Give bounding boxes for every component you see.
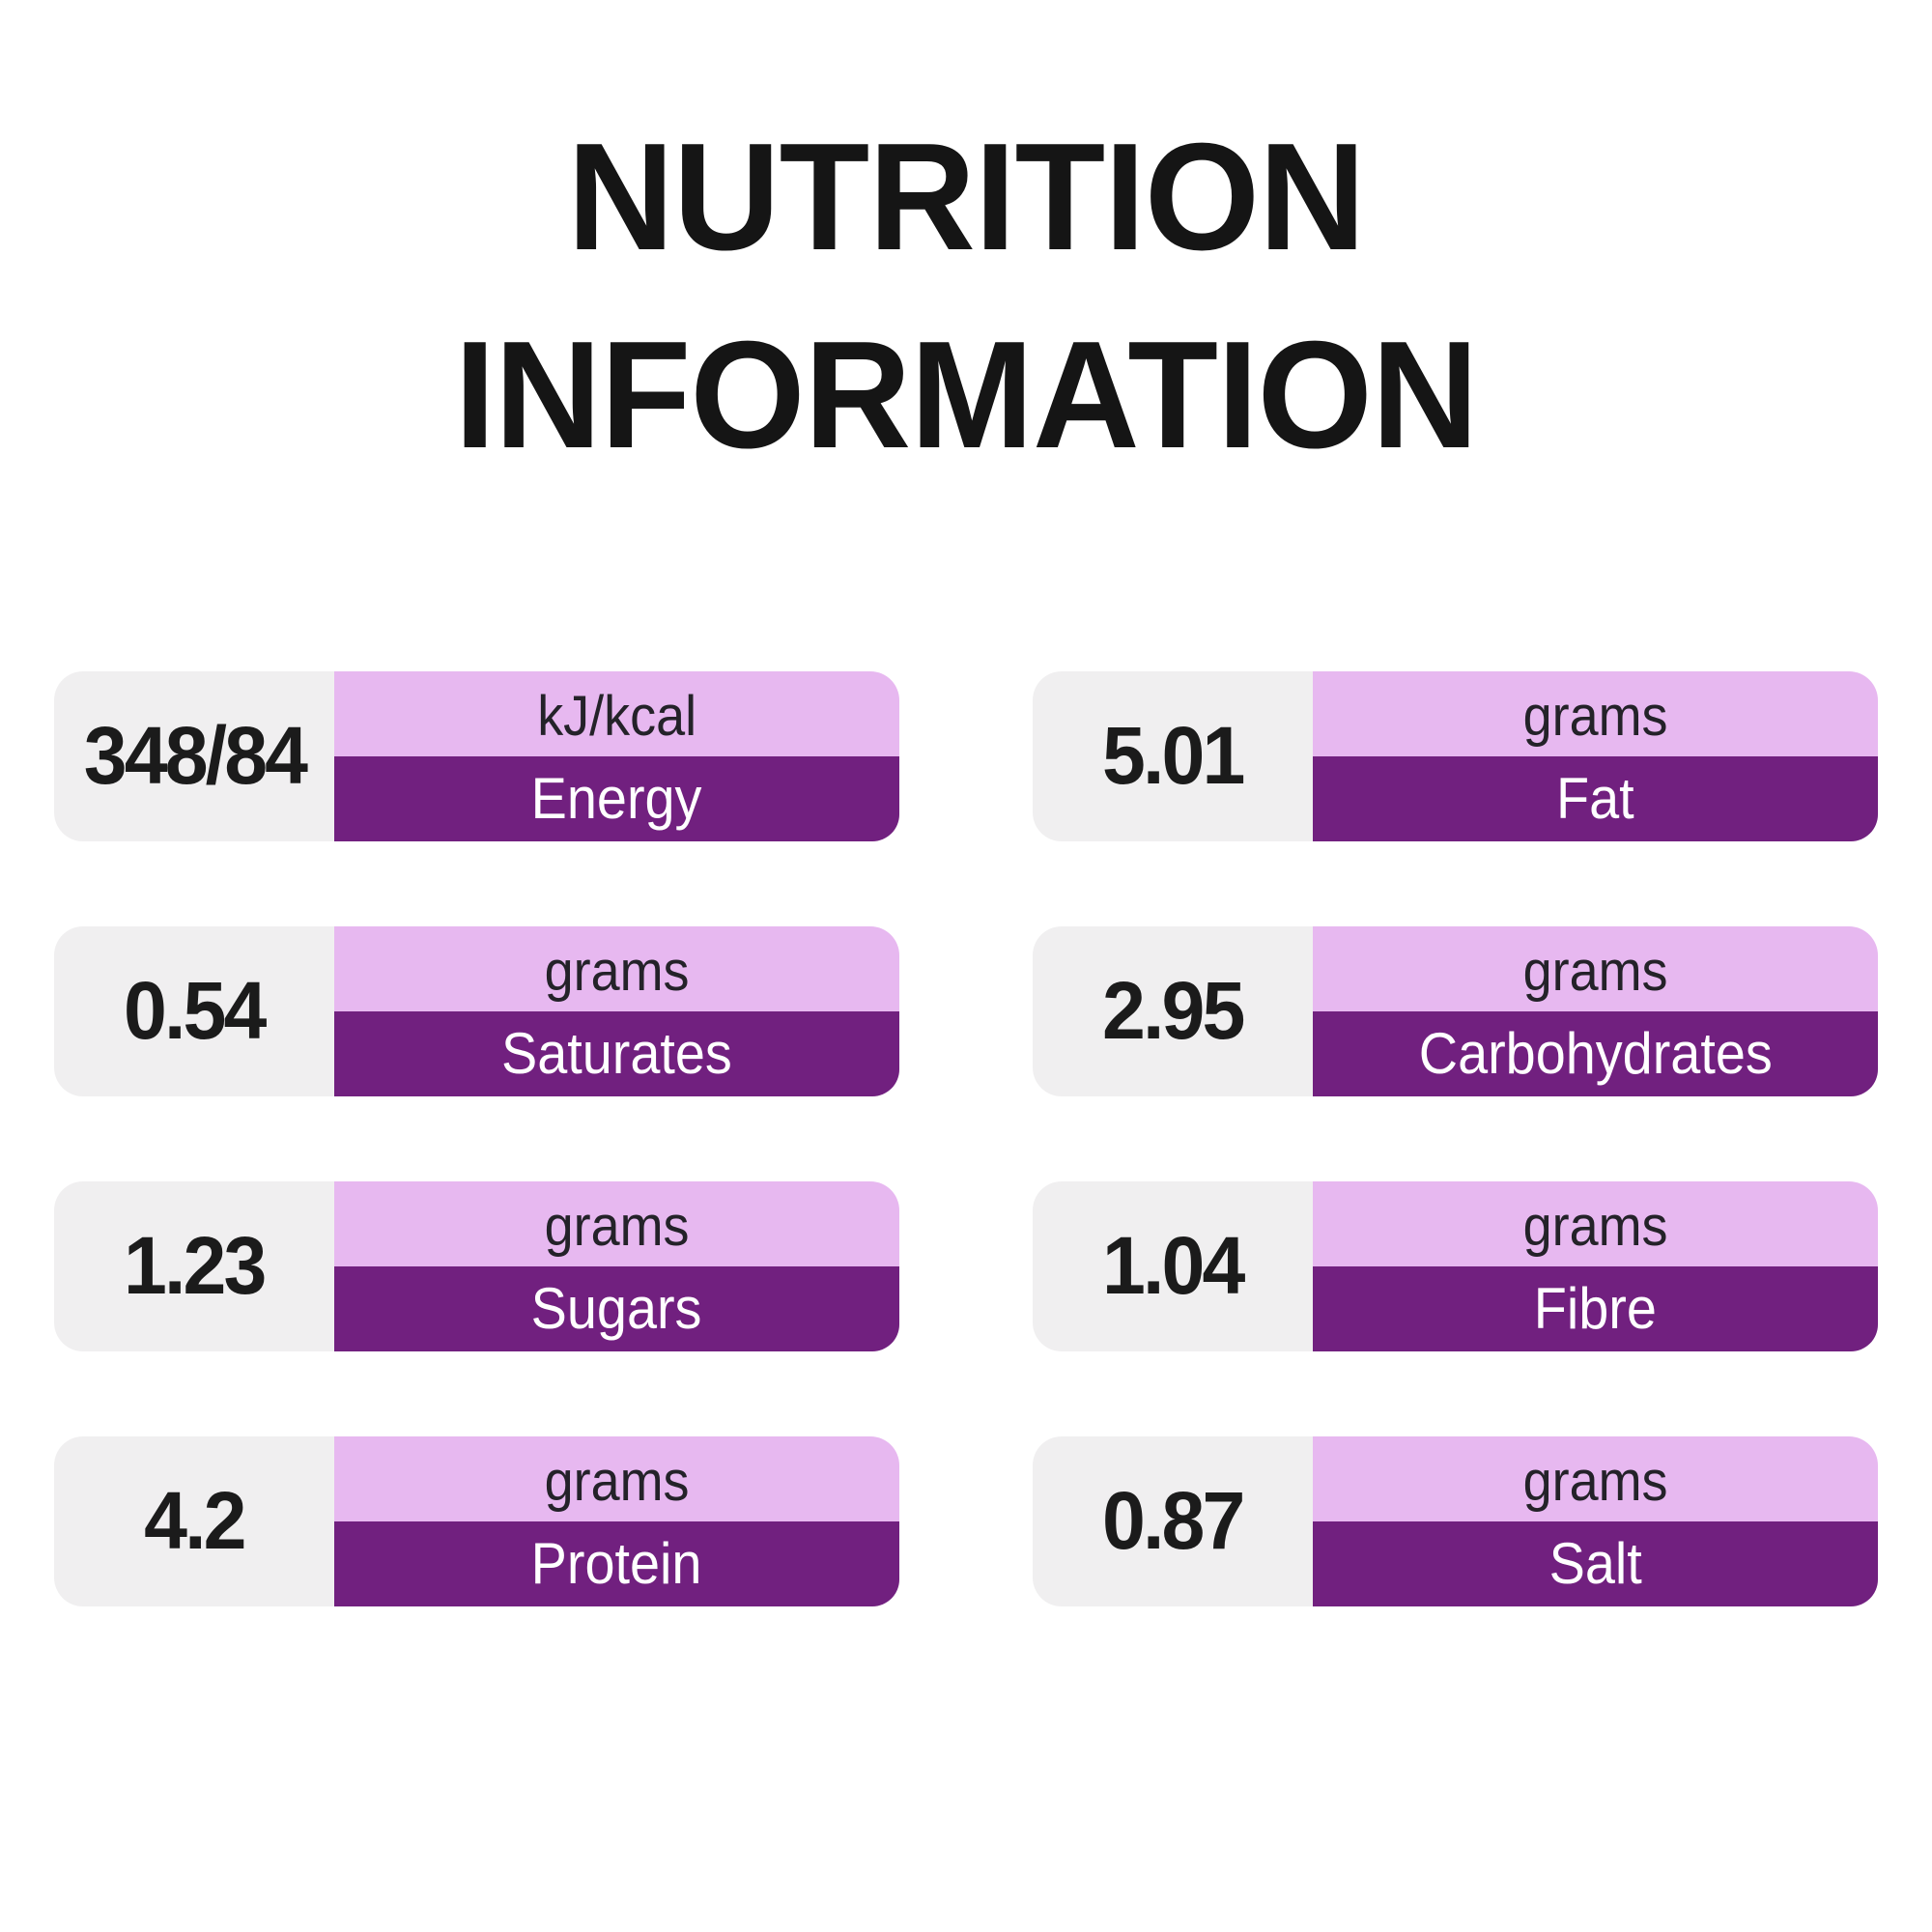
nutrient-unit: grams [1522, 1195, 1668, 1259]
page-title-line-1: NUTRITION [567, 112, 1366, 282]
nutrient-value: 1.23 [124, 1220, 267, 1312]
nutrient-label-bar: Carbohydrates [1313, 1010, 1878, 1096]
nutrient-value-box: 5.01 [1033, 670, 1313, 841]
nutrient-label: Fat [1556, 766, 1634, 832]
nutrient-unit: grams [1522, 940, 1668, 1004]
nutrient-card-fat: 5.01 grams Fat [1033, 670, 1878, 841]
nutrient-unit: kJ/kcal [537, 685, 696, 749]
nutrient-value: 0.87 [1102, 1475, 1245, 1567]
nutrient-unit: grams [544, 940, 690, 1004]
nutrient-card-carbohydrates: 2.95 grams Carbohydrates [1033, 925, 1878, 1096]
nutrient-value: 0.54 [124, 965, 267, 1057]
nutrient-unit-bar: grams [1313, 671, 1878, 756]
nutrient-bars: grams Carbohydrates [1313, 925, 1878, 1096]
nutrient-card-sugars: 1.23 grams Sugars [54, 1180, 899, 1351]
nutrient-card-salt: 0.87 grams Salt [1033, 1435, 1878, 1606]
nutrient-label-bar: Saturates [334, 1010, 899, 1096]
nutrient-value: 5.01 [1102, 710, 1245, 802]
nutrient-label: Energy [531, 766, 702, 832]
nutrient-label-bar: Energy [334, 755, 899, 841]
page-title: NUTRITION INFORMATION [0, 0, 1932, 496]
nutrient-bars: grams Salt [1313, 1435, 1878, 1606]
nutrient-value-box: 1.23 [54, 1180, 334, 1351]
page-title-line-2: INFORMATION [454, 310, 1478, 481]
nutrient-unit-bar: grams [1313, 1181, 1878, 1266]
nutrient-label: Carbohydrates [1418, 1021, 1773, 1087]
nutrient-label: Protein [531, 1531, 702, 1597]
nutrient-label-bar: Protein [334, 1520, 899, 1606]
nutrient-bars: grams Fat [1313, 670, 1878, 841]
nutrient-value-box: 0.87 [1033, 1435, 1313, 1606]
nutrient-unit-bar: grams [1313, 1436, 1878, 1521]
nutrient-unit: grams [1522, 685, 1668, 749]
nutrient-value: 1.04 [1102, 1220, 1245, 1312]
nutrient-value: 348/84 [83, 710, 307, 802]
nutrient-bars: grams Sugars [334, 1180, 899, 1351]
nutrient-unit-bar: kJ/kcal [334, 671, 899, 756]
nutrient-bars: grams Protein [334, 1435, 899, 1606]
nutrient-bars: kJ/kcal Energy [334, 670, 899, 841]
nutrient-unit-bar: grams [334, 926, 899, 1011]
nutrient-value-box: 1.04 [1033, 1180, 1313, 1351]
nutrient-unit: grams [544, 1195, 690, 1259]
nutrient-value-box: 4.2 [54, 1435, 334, 1606]
nutrition-grid: 348/84 kJ/kcal Energy 5.01 grams Fat 0.5… [0, 670, 1932, 1606]
nutrient-value-box: 2.95 [1033, 925, 1313, 1096]
nutrient-unit-bar: grams [334, 1436, 899, 1521]
nutrient-label: Fibre [1533, 1276, 1658, 1342]
nutrient-value: 2.95 [1102, 965, 1245, 1057]
nutrient-value: 4.2 [144, 1475, 246, 1567]
nutrient-unit-bar: grams [1313, 926, 1878, 1011]
nutrient-label: Salt [1548, 1531, 1642, 1597]
nutrient-bars: grams Saturates [334, 925, 899, 1096]
nutrient-card-energy: 348/84 kJ/kcal Energy [54, 670, 899, 841]
nutrient-label: Saturates [501, 1021, 732, 1087]
nutrient-value-box: 348/84 [54, 670, 334, 841]
nutrient-label-bar: Salt [1313, 1520, 1878, 1606]
nutrient-label-bar: Fibre [1313, 1265, 1878, 1351]
nutrient-bars: grams Fibre [1313, 1180, 1878, 1351]
nutrient-card-fibre: 1.04 grams Fibre [1033, 1180, 1878, 1351]
nutrient-label: Sugars [531, 1276, 702, 1342]
nutrient-value-box: 0.54 [54, 925, 334, 1096]
nutrient-label-bar: Sugars [334, 1265, 899, 1351]
nutrient-unit: grams [544, 1450, 690, 1514]
nutrient-unit-bar: grams [334, 1181, 899, 1266]
nutrient-label-bar: Fat [1313, 755, 1878, 841]
nutrient-card-protein: 4.2 grams Protein [54, 1435, 899, 1606]
nutrient-unit: grams [1522, 1450, 1668, 1514]
nutrient-card-saturates: 0.54 grams Saturates [54, 925, 899, 1096]
